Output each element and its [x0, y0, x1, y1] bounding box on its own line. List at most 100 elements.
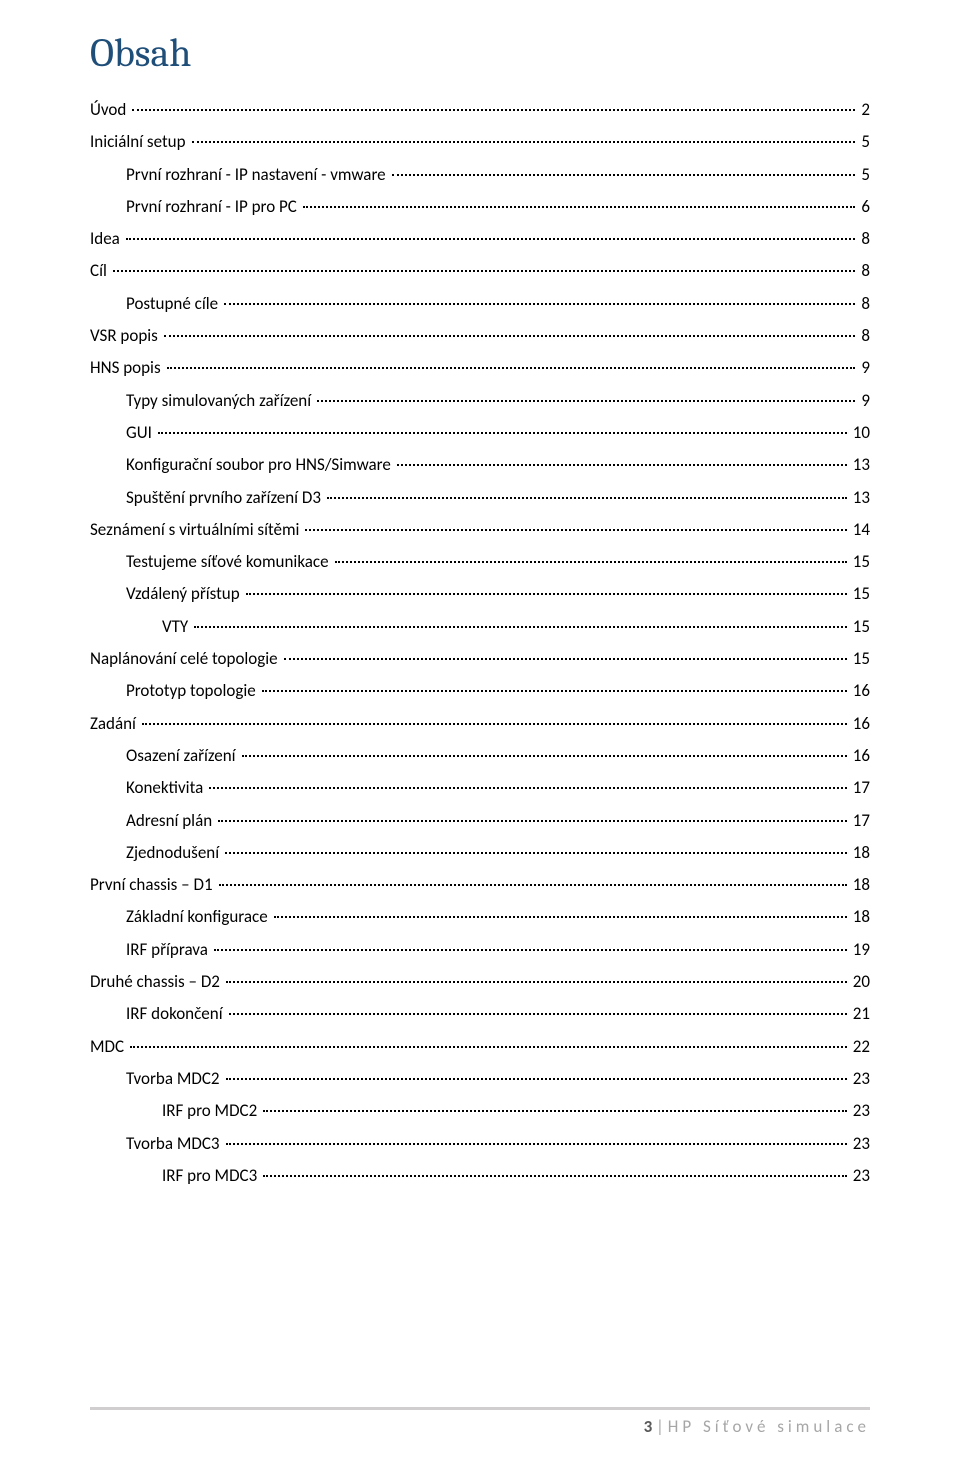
toc-entry-label: Postupné cíle	[126, 288, 222, 320]
toc-leader-dots	[303, 206, 856, 208]
toc-entry-label: Seznámení s virtuálními sítěmi	[90, 514, 303, 546]
toc-entry-page: 15	[849, 546, 870, 578]
toc-entry[interactable]: VSR popis8	[90, 320, 870, 352]
toc-leader-dots	[263, 1175, 847, 1177]
toc-leader-dots	[194, 626, 847, 628]
toc-leader-dots	[164, 335, 856, 337]
toc-entry[interactable]: Druhé chassis – D220	[90, 966, 870, 998]
toc-entry-label: Konfigurační soubor pro HNS/Simware	[126, 449, 395, 481]
toc-leader-dots	[226, 981, 847, 983]
toc-entry[interactable]: VTY15	[90, 611, 870, 643]
toc-entry-label: Tvorba MDC3	[126, 1128, 224, 1160]
toc-entry-label: Základní konfigurace	[126, 901, 272, 933]
toc-entry[interactable]: Základní konfigurace18	[90, 901, 870, 933]
toc-leader-dots	[218, 820, 847, 822]
toc-entry[interactable]: GUI 10	[90, 417, 870, 449]
toc-leader-dots	[284, 658, 847, 660]
toc-entry-label: IRF pro MDC3	[162, 1160, 261, 1192]
toc-entry-page: 10	[849, 417, 870, 449]
toc-entry-label: IRF dokončení	[126, 998, 227, 1030]
toc-entry-page: 21	[849, 998, 870, 1030]
document-title: Obsah	[90, 30, 870, 76]
toc-entry-label: GUI	[126, 417, 156, 449]
toc-entry[interactable]: První chassis – D118	[90, 869, 870, 901]
toc-entry-label: Typy simulovaných zařízení	[126, 385, 315, 417]
footer-label: HP Síťové simulace	[668, 1416, 870, 1437]
toc-entry-page: 8	[857, 320, 870, 352]
toc-entry[interactable]: Osazení zařízení16	[90, 740, 870, 772]
toc-entry-label: Iniciální setup	[90, 126, 190, 158]
toc-entry[interactable]: Konektivita 17	[90, 772, 870, 804]
toc-entry[interactable]: Zjednodušení18	[90, 837, 870, 869]
toc-leader-dots	[397, 464, 847, 466]
toc-entry-page: 23	[849, 1063, 870, 1095]
toc-entry-page: 20	[849, 966, 870, 998]
toc-entry-page: 17	[849, 772, 870, 804]
toc-entry-label: Testujeme síťové komunikace	[126, 546, 333, 578]
toc-entry-page: 23	[849, 1160, 870, 1192]
toc-entry-label: Naplánování celé topologie	[90, 643, 282, 675]
toc-entry[interactable]: IRF příprava19	[90, 934, 870, 966]
toc-entry-label: Idea	[90, 223, 124, 255]
toc-entry[interactable]: Testujeme síťové komunikace 15	[90, 546, 870, 578]
toc-entry[interactable]: Typy simulovaných zařízení 9	[90, 385, 870, 417]
toc-leader-dots	[167, 367, 856, 369]
toc-entry[interactable]: Tvorba MDC2 23	[90, 1063, 870, 1095]
toc-entry[interactable]: HNS popis9	[90, 352, 870, 384]
toc-entry[interactable]: Zadání 16	[90, 708, 870, 740]
toc-leader-dots	[132, 109, 855, 111]
toc-entry[interactable]: IRF pro MDC3 23	[90, 1160, 870, 1192]
toc-entry-page: 23	[849, 1095, 870, 1127]
toc-entry-page: 13	[849, 449, 870, 481]
toc-leader-dots	[113, 270, 856, 272]
toc-entry-page: 23	[849, 1128, 870, 1160]
toc-entry-page: 16	[849, 708, 870, 740]
toc-entry-label: První rozhraní - IP pro PC	[126, 191, 301, 223]
toc-leader-dots	[209, 787, 847, 789]
toc-entry[interactable]: Naplánování celé topologie 15	[90, 643, 870, 675]
toc-entry-page: 5	[857, 159, 870, 191]
toc-entry-label: Úvod	[90, 94, 130, 126]
footer-text: 3 | HP Síťové simulace	[90, 1416, 870, 1437]
toc-entry[interactable]: Vzdálený přístup15	[90, 578, 870, 610]
toc-entry[interactable]: Spuštění prvního zařízení D3 13	[90, 482, 870, 514]
toc-entry[interactable]: MDC22	[90, 1031, 870, 1063]
toc-entry-label: Zadání	[90, 708, 140, 740]
toc-leader-dots	[246, 593, 847, 595]
toc-entry[interactable]: Úvod2	[90, 94, 870, 126]
toc-entry[interactable]: Seznámení s virtuálními sítěmi14	[90, 514, 870, 546]
table-of-contents: Úvod2Iniciální setup5První rozhraní - IP…	[90, 94, 870, 1192]
toc-leader-dots	[224, 303, 855, 305]
toc-leader-dots	[305, 529, 846, 531]
footer-divider	[90, 1407, 870, 1410]
toc-entry[interactable]: Cíl8	[90, 255, 870, 287]
toc-entry-page: 18	[849, 837, 870, 869]
toc-entry-label: Konektivita	[126, 772, 207, 804]
toc-entry[interactable]: Konfigurační soubor pro HNS/Simware 13	[90, 449, 870, 481]
toc-leader-dots	[158, 432, 847, 434]
footer-page-number: 3	[644, 1416, 653, 1437]
toc-entry[interactable]: Tvorba MDC3 23	[90, 1128, 870, 1160]
toc-entry-label: Tvorba MDC2	[126, 1063, 224, 1095]
toc-leader-dots	[242, 755, 847, 757]
toc-entry-label: VTY	[162, 611, 192, 643]
toc-entry[interactable]: První rozhraní - IP nastavení - vmware5	[90, 159, 870, 191]
toc-entry[interactable]: Iniciální setup5	[90, 126, 870, 158]
toc-entry-page: 9	[857, 385, 870, 417]
toc-leader-dots	[274, 916, 847, 918]
toc-entry[interactable]: IRF pro MDC223	[90, 1095, 870, 1127]
toc-entry-label: IRF příprava	[126, 934, 212, 966]
toc-entry[interactable]: Postupné cíle8	[90, 288, 870, 320]
toc-entry[interactable]: Adresní plán17	[90, 805, 870, 837]
page-footer: 3 | HP Síťové simulace	[90, 1407, 870, 1437]
toc-entry-page: 13	[849, 482, 870, 514]
toc-leader-dots	[327, 497, 847, 499]
toc-entry[interactable]: Idea8	[90, 223, 870, 255]
toc-entry-label: Adresní plán	[126, 805, 216, 837]
toc-entry-page: 15	[849, 643, 870, 675]
toc-entry[interactable]: Prototyp topologie16	[90, 675, 870, 707]
toc-entry-label: Spuštění prvního zařízení D3	[126, 482, 325, 514]
toc-entry[interactable]: První rozhraní - IP pro PC6	[90, 191, 870, 223]
toc-entry[interactable]: IRF dokončení 21	[90, 998, 870, 1030]
toc-leader-dots	[335, 561, 847, 563]
